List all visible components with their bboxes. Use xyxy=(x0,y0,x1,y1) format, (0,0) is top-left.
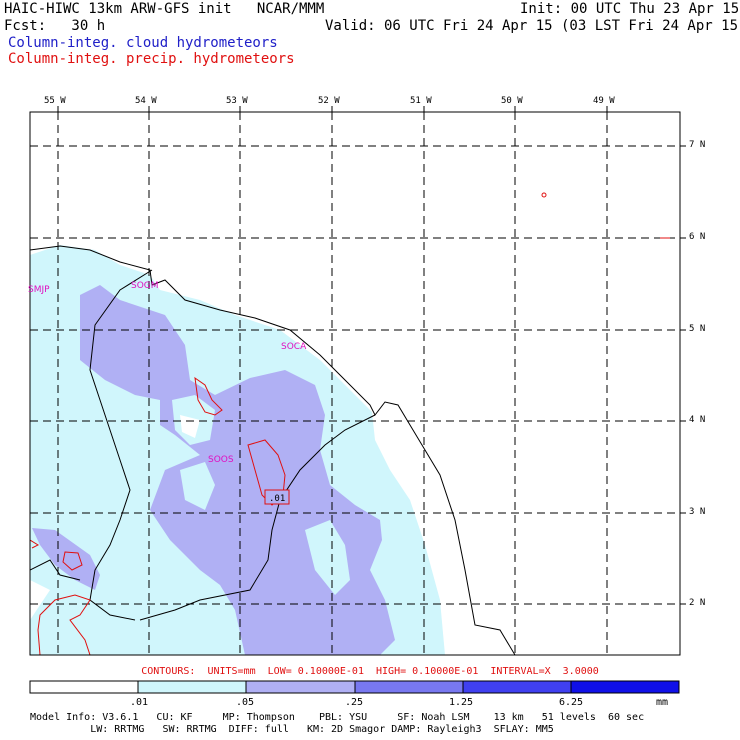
lat-label-4n: 4 N xyxy=(689,415,706,425)
cloud-gap-3 xyxy=(180,462,215,510)
lat-label-5n: 5 N xyxy=(689,324,706,334)
colorbar-tick-4: 1.25 xyxy=(449,697,474,708)
lat-label-2n: 2 N xyxy=(689,598,706,608)
map-frame xyxy=(29,111,681,656)
lat-label-7n: 7 N xyxy=(689,140,706,150)
init-time: Init: 00 UTC Thu 23 Apr 15 xyxy=(520,1,740,17)
axis-ticks xyxy=(57,106,686,605)
colorbar-units: mm xyxy=(656,697,669,708)
lon-label-52w: 52 W xyxy=(318,96,340,106)
colorbar-tick-1: .01 xyxy=(130,697,149,708)
lon-label-51w: 51 W xyxy=(410,96,432,106)
coastline xyxy=(30,245,516,655)
border-east xyxy=(139,414,376,621)
plot-title: HAIC-HIWC 13km ARW-GFS init NCAR/MMM xyxy=(4,1,325,17)
cloud-medium-region xyxy=(32,285,395,655)
station-sogm: SOGM xyxy=(131,281,159,291)
colorbar-tick-2: .05 xyxy=(236,697,255,708)
valid-time: Valid: 06 UTC Fri 24 Apr 15 (03 LST Fri … xyxy=(325,18,740,34)
colorbar-tick-5: 6.25 xyxy=(559,697,584,708)
cloud-gap-2 xyxy=(180,415,200,438)
cloud-gap-4 xyxy=(305,520,350,595)
lon-label-50w: 50 W xyxy=(501,96,523,106)
contours-info: CONTOURS: UNITS=mm LOW= 0.10000E-01 HIGH… xyxy=(141,666,599,677)
graticule xyxy=(30,112,680,655)
lon-label-49w: 49 W xyxy=(593,96,615,106)
colorbar xyxy=(29,680,680,694)
contour-label: .01 xyxy=(269,494,285,504)
contour-label-box xyxy=(264,489,290,505)
station-soca: SOCA xyxy=(281,342,307,352)
legend-precip: Column-integ. precip. hydrometeors xyxy=(8,51,295,67)
model-info-line-1: Model Info: V3.6.1 CU: KF MP: Thompson P… xyxy=(30,712,645,723)
station-soos: SOOS xyxy=(208,455,234,465)
forecast-hour: Fcst: 30 h xyxy=(4,18,106,34)
model-info-line-2: LW: RRTMG SW: RRTMG DIFF: full KM: 2D Sm… xyxy=(30,724,554,735)
lat-label-3n: 3 N xyxy=(689,507,706,517)
lon-label-55w: 55 W xyxy=(44,96,66,106)
lat-label-6n: 6 N xyxy=(689,232,706,242)
lon-label-53w: 53 W xyxy=(226,96,248,106)
river-south xyxy=(30,559,81,581)
border-west xyxy=(89,269,153,621)
lon-label-54w: 54 W xyxy=(135,96,157,106)
station-smjp: SMJP xyxy=(28,285,50,295)
colorbar-tick-3: .25 xyxy=(345,697,364,708)
legend-cloud: Column-integ. cloud hydrometeors xyxy=(8,35,278,51)
